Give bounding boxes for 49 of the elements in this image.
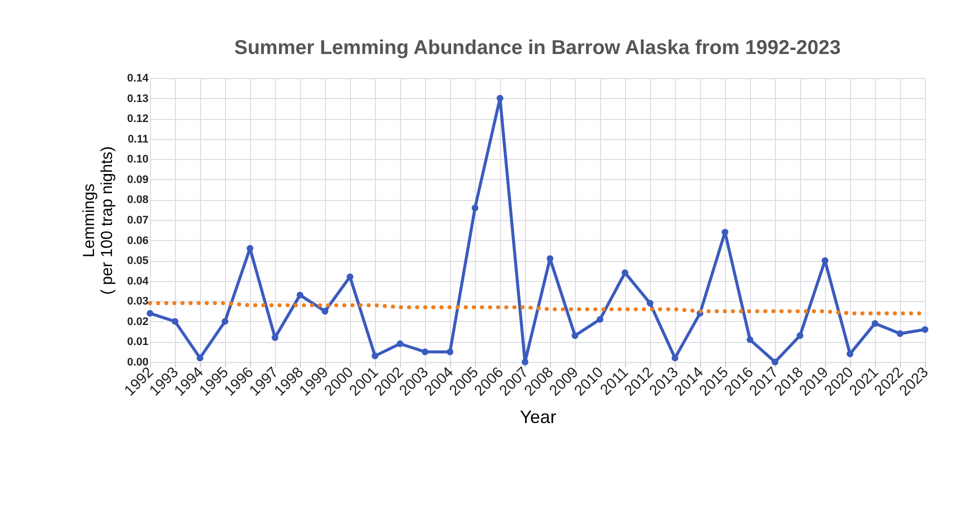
- point: [622, 269, 628, 276]
- point: [146, 310, 154, 317]
- y-tick-label: 0.11: [128, 133, 148, 146]
- y-tick-label: 0.05: [127, 255, 148, 268]
- x-axis-title: Year: [520, 406, 556, 427]
- point: [772, 358, 778, 366]
- point: [672, 354, 678, 362]
- point: [872, 320, 878, 327]
- point: [446, 348, 454, 356]
- point: [572, 332, 578, 339]
- y-tick-label: 0.14: [127, 72, 150, 84]
- point: [746, 336, 754, 344]
- y-tick-label: 0.02: [127, 316, 148, 328]
- point: [246, 245, 254, 252]
- point: [172, 318, 178, 325]
- y-tick-label: 0.04: [127, 275, 150, 288]
- y-tick-label: 0.13: [127, 92, 148, 105]
- point: [196, 354, 204, 362]
- point: [422, 348, 428, 356]
- point: [296, 292, 304, 298]
- point: [346, 273, 354, 280]
- point: [596, 316, 604, 323]
- point: [222, 318, 228, 325]
- y-tick-label: 0.01: [127, 336, 148, 348]
- point: [822, 257, 828, 264]
- y-tick-label: 0.08: [127, 194, 148, 206]
- point: [522, 358, 528, 366]
- point: [496, 94, 504, 102]
- y-tick-label: 0.10: [127, 154, 148, 166]
- point: [896, 330, 904, 337]
- point: [322, 308, 328, 315]
- point: [646, 300, 654, 307]
- point: [846, 350, 854, 358]
- point: [722, 228, 728, 236]
- y-tick-label: 0.09: [127, 174, 148, 186]
- y-tick-label: 0.06: [127, 234, 148, 247]
- point: [922, 326, 928, 333]
- y-tick-label: 0.00: [127, 356, 148, 368]
- point: [546, 255, 554, 262]
- y-tick-label: 0.03: [127, 296, 148, 308]
- y-tick-label: 0.07: [127, 214, 148, 226]
- point: [796, 332, 804, 339]
- point: [396, 340, 404, 348]
- point: [372, 352, 378, 360]
- chart-title: Summer Lemming Abundance in Barrow Alaska from 1992-2023: [234, 37, 841, 59]
- y-tick-label: 0.12: [127, 113, 148, 126]
- y-axis-title: Lemmings ( per 100 trap nights): [81, 146, 116, 295]
- point: [272, 334, 278, 342]
- point: [472, 204, 478, 212]
